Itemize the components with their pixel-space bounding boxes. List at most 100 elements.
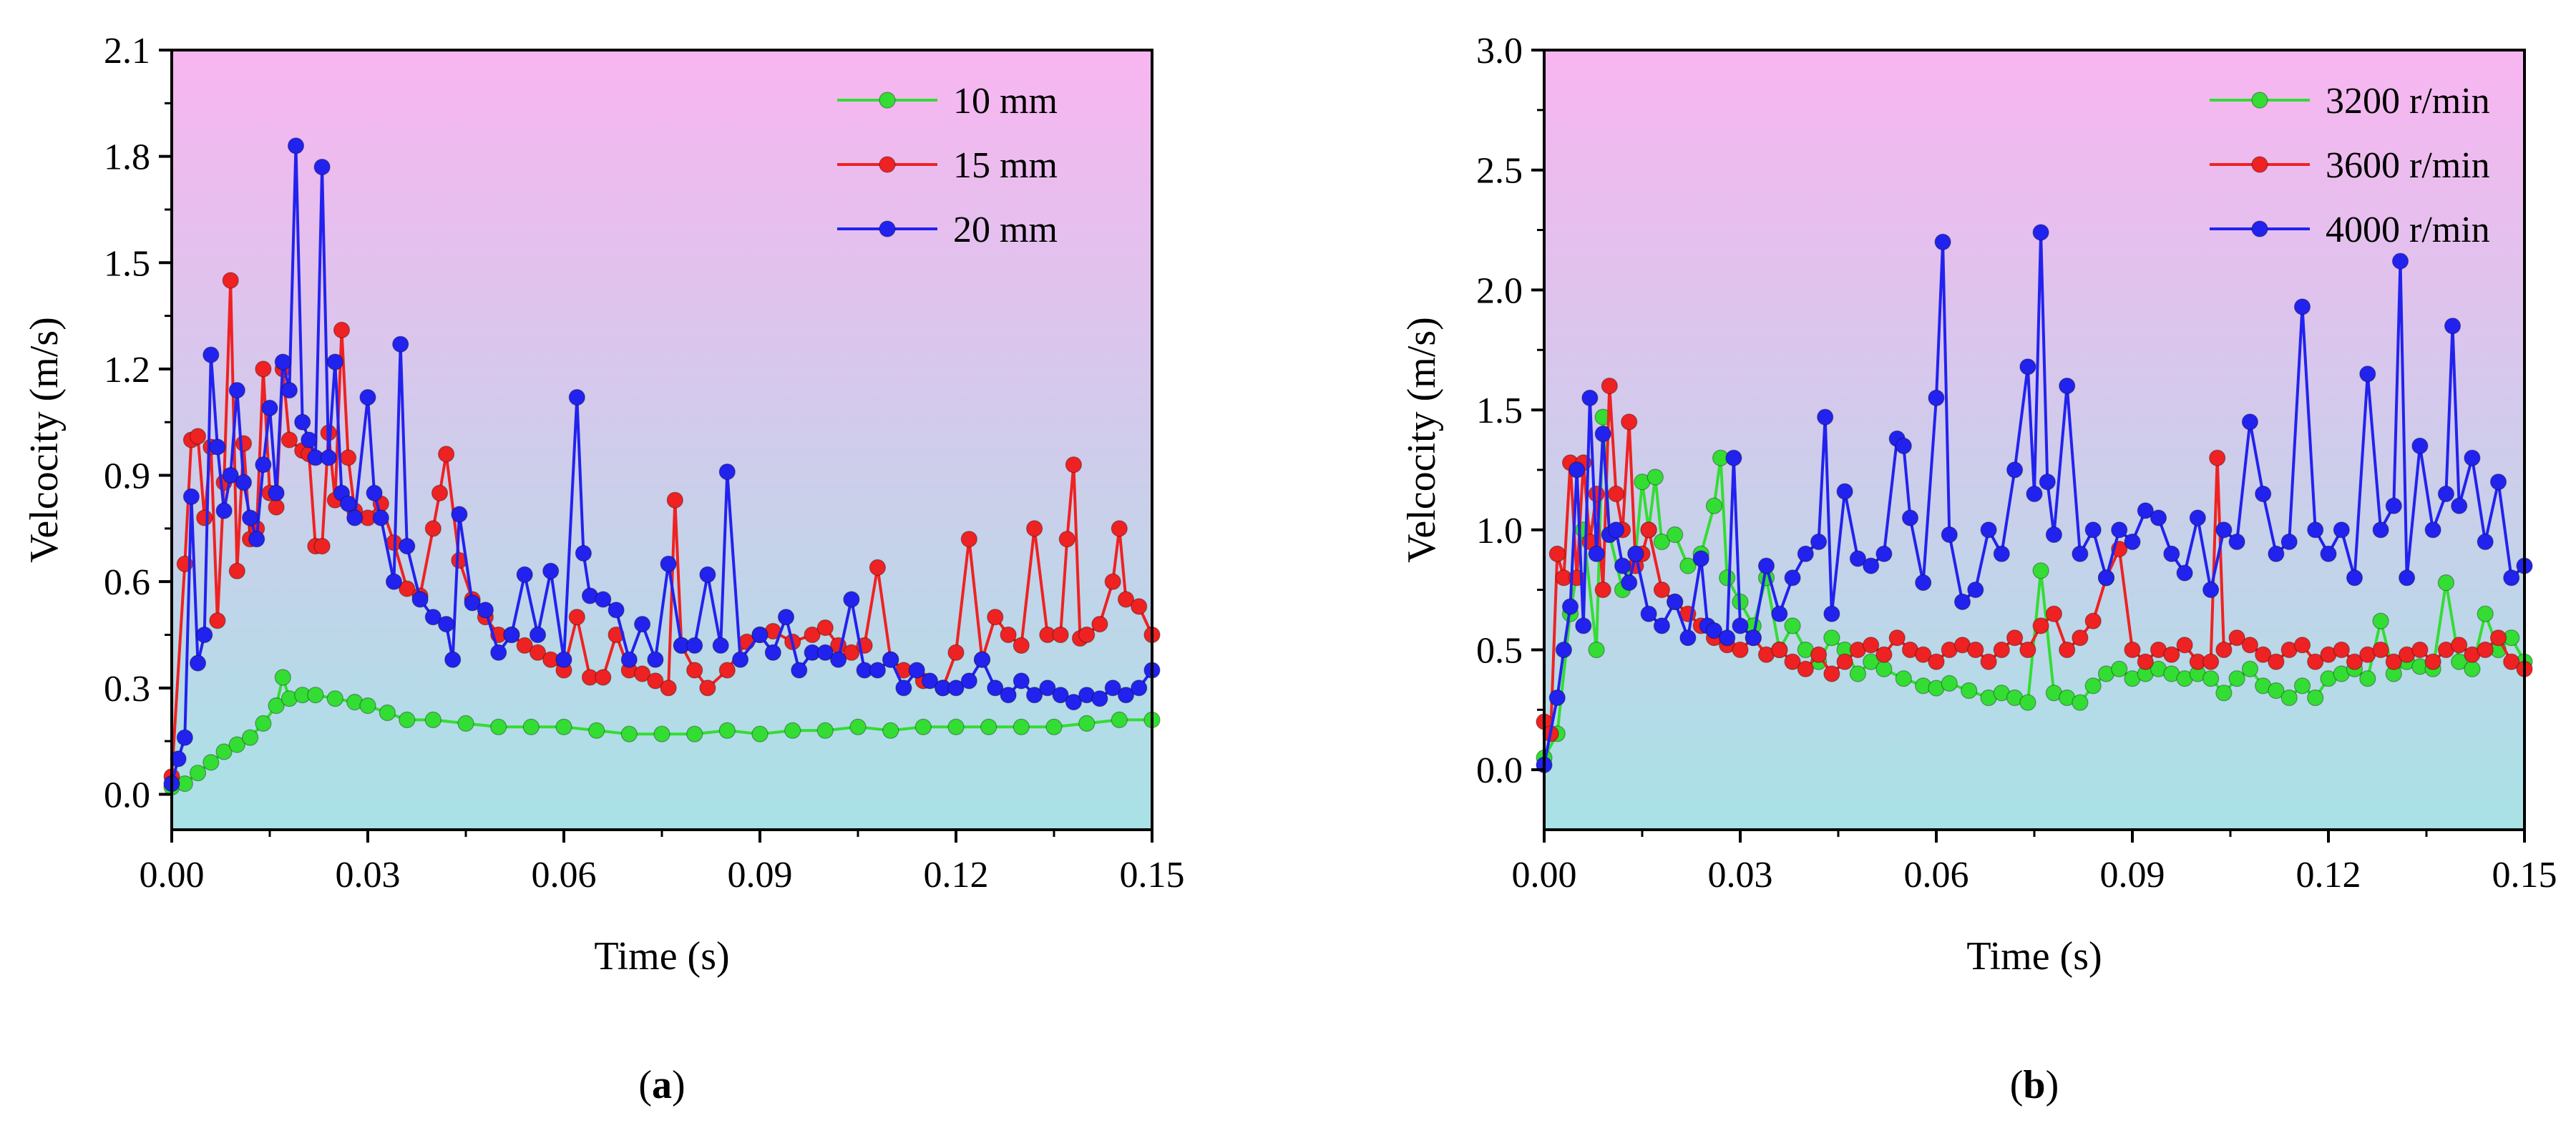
- data-point: [307, 687, 324, 704]
- data-point: [222, 272, 239, 289]
- data-point: [2241, 637, 2258, 654]
- x-tick-label: 0.00: [1512, 855, 1577, 896]
- data-point: [555, 718, 572, 735]
- data-point: [1594, 425, 1611, 443]
- data-point: [1058, 531, 1075, 548]
- data-point: [2411, 641, 2429, 659]
- data-point: [633, 615, 651, 633]
- data-point: [843, 644, 860, 661]
- legend-label: 4000 r/min: [2326, 210, 2490, 250]
- data-point: [2477, 641, 2494, 659]
- legend-item: 20 mm: [837, 210, 1058, 250]
- data-point: [2241, 660, 2258, 677]
- data-point: [1025, 687, 1043, 704]
- data-point: [1745, 629, 1762, 647]
- data-point: [647, 651, 664, 668]
- data-point: [1039, 680, 1056, 697]
- data-point: [960, 531, 977, 548]
- data-point: [516, 637, 533, 654]
- x-ticks-b: 0.00 0.03 0.06 0.09 0.12 0.15: [1512, 830, 2557, 896]
- y-tick-label: 0.0: [1476, 750, 1523, 791]
- data-point: [947, 718, 965, 735]
- data-point: [359, 697, 376, 715]
- data-point: [764, 644, 781, 661]
- data-point: [1823, 665, 1840, 682]
- data-point: [608, 602, 625, 619]
- data-point: [280, 381, 298, 399]
- data-point: [490, 644, 507, 661]
- data-point: [1967, 641, 1984, 659]
- data-point: [1065, 693, 1083, 711]
- data-point: [2346, 569, 2363, 587]
- data-point: [1052, 687, 1069, 704]
- data-point: [2346, 653, 2363, 670]
- legend-item: 4000 r/min: [2210, 210, 2490, 250]
- data-point: [215, 502, 233, 519]
- legend-marker: [2251, 92, 2268, 109]
- x-axis-title-b: Time (s): [1966, 934, 2102, 978]
- data-point: [1817, 408, 1834, 426]
- data-point: [1849, 550, 1866, 567]
- data-point: [228, 381, 245, 399]
- panel-caption-a: (a): [638, 1063, 685, 1107]
- data-point: [268, 484, 285, 501]
- legend-label: 15 mm: [953, 145, 1058, 186]
- data-point: [346, 509, 364, 526]
- data-point: [2503, 653, 2520, 670]
- data-point: [1078, 715, 1096, 732]
- data-point: [189, 654, 207, 672]
- data-point: [2006, 461, 2024, 479]
- data-point: [2019, 694, 2036, 711]
- data-point: [1078, 626, 1096, 644]
- data-point: [1621, 574, 1638, 592]
- data-point: [1980, 653, 1997, 670]
- data-point: [209, 612, 226, 629]
- data-point: [712, 637, 729, 654]
- data-point: [2307, 689, 2324, 707]
- data-point: [1863, 557, 1880, 574]
- data-point: [1915, 646, 1932, 663]
- data-point: [2111, 660, 2128, 677]
- data-point: [2503, 569, 2520, 587]
- y-tick-label: 1.5: [104, 243, 150, 284]
- data-point: [2215, 521, 2233, 539]
- data-point: [1568, 461, 1586, 479]
- data-point: [2451, 653, 2468, 670]
- data-point: [1091, 690, 1108, 707]
- y-tick-label: 2.1: [104, 31, 150, 72]
- data-point: [2477, 605, 2494, 622]
- data-point: [2124, 641, 2141, 659]
- data-point: [235, 435, 253, 452]
- data-point: [228, 562, 245, 579]
- y-axis-title-b: Velcocity (m/s): [1400, 317, 1444, 563]
- data-point: [1581, 389, 1599, 406]
- data-point: [268, 697, 285, 715]
- data-point: [804, 626, 821, 644]
- data-point: [1941, 675, 1958, 692]
- data-point: [1653, 617, 1670, 634]
- data-point: [2293, 637, 2311, 654]
- legend-item: 15 mm: [837, 145, 1058, 186]
- data-point: [2307, 521, 2324, 539]
- data-point: [2489, 474, 2507, 491]
- data-point: [1548, 545, 1566, 562]
- data-point: [203, 754, 220, 771]
- data-point: [686, 725, 703, 742]
- x-tick-label: 0.15: [2492, 855, 2557, 896]
- data-point: [2385, 497, 2402, 514]
- y-tick-label: 1.0: [1476, 511, 1523, 551]
- data-point: [2385, 653, 2402, 670]
- data-point: [1705, 497, 1723, 514]
- x-tick-label: 0.12: [2296, 855, 2361, 896]
- data-point: [633, 665, 651, 682]
- data-point: [366, 484, 383, 501]
- legend-item: 10 mm: [837, 81, 1058, 122]
- series-layer-b: [1536, 224, 2533, 774]
- data-point: [2045, 526, 2062, 544]
- data-point: [1823, 605, 1840, 622]
- data-point: [1000, 687, 1017, 704]
- legend-item: 3600 r/min: [2210, 145, 2490, 186]
- y-tick-label: 0.9: [104, 456, 150, 497]
- data-point: [2019, 641, 2036, 659]
- data-point: [255, 360, 272, 378]
